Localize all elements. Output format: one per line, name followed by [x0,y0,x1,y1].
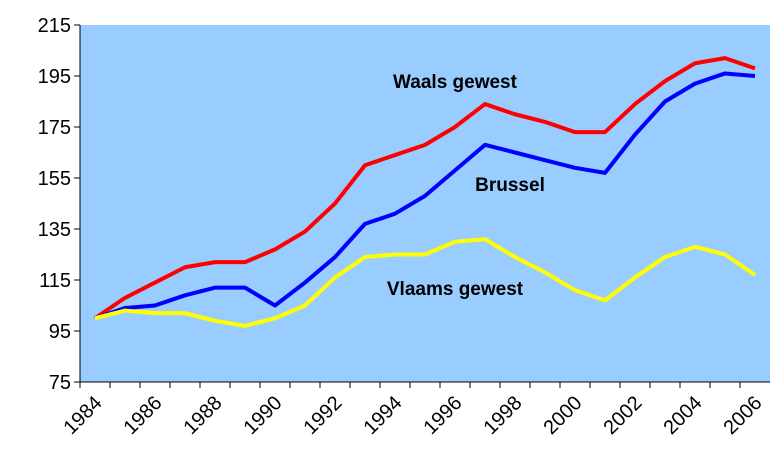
series-line [93,56,756,320]
y-tick-label: 175 [38,117,71,139]
x-tick-label: 1994 [360,392,407,439]
x-tick-label: 2002 [600,392,647,439]
x-tick-label: 1984 [60,392,107,439]
y-tick-label: 115 [39,270,71,292]
y-tick-label: 135 [38,219,71,241]
x-tick-label: 2004 [660,392,707,439]
series-line [94,71,756,321]
x-tick-label: 1990 [240,392,287,439]
series-label: Brussel [475,175,545,196]
x-tick-label: 1986 [120,392,167,439]
series-line [94,237,757,328]
x-tick-label: 1988 [180,392,227,439]
y-tick-label: 195 [38,66,71,88]
series-label: Waals gewest [393,72,518,93]
x-tick-label: 2006 [720,392,767,439]
x-tick-label: 2000 [540,392,587,439]
y-tick-label: 75 [49,372,71,394]
x-tick-label: 1996 [420,392,467,439]
x-tick-label: 1998 [480,392,527,439]
series-label: Vlaams gewest [387,279,524,300]
y-tick-label: 95 [49,321,71,343]
x-tick-label: 1992 [300,392,347,439]
y-tick-label: 155 [38,168,71,190]
plot-area [80,25,770,382]
y-tick-label: 215 [38,15,71,37]
